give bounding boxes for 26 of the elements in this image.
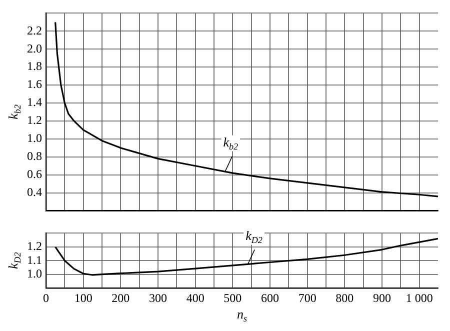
x-tick-label: 900 bbox=[373, 291, 391, 306]
y-tick-label: 1.8 bbox=[27, 59, 42, 74]
y-tick-label: 1.0 bbox=[27, 131, 42, 146]
y-tick-label: 1.1 bbox=[27, 252, 42, 267]
y-tick-label: 0.6 bbox=[27, 167, 42, 182]
y-tick-label: 0.8 bbox=[27, 149, 42, 164]
y-axis-title: kb2 bbox=[5, 104, 22, 120]
y-tick-label: 1.6 bbox=[27, 77, 42, 92]
y-tick-label: 1.4 bbox=[27, 95, 42, 110]
x-tick-label: 100 bbox=[74, 291, 92, 306]
y-tick-label: 1.0 bbox=[27, 266, 42, 280]
x-tick-label: 800 bbox=[336, 291, 354, 306]
y-tick-label: 2.2 bbox=[27, 23, 42, 38]
y-tick-label: 2.0 bbox=[27, 41, 42, 56]
x-tick-label: 0 bbox=[43, 291, 49, 306]
y-tick-label: 1.2 bbox=[27, 113, 42, 128]
x-tick-label: 1 000 bbox=[406, 291, 433, 306]
x-tick-label: 400 bbox=[186, 291, 204, 306]
x-tick-label: 500 bbox=[224, 291, 242, 306]
x-tick-label: 200 bbox=[112, 291, 130, 306]
x-tick-label: 300 bbox=[149, 291, 167, 306]
x-tick-label: 700 bbox=[298, 291, 316, 306]
x-tick-label: 600 bbox=[261, 291, 279, 306]
y-tick-label: 1.2 bbox=[27, 239, 42, 254]
y-axis-title: kD2 bbox=[5, 252, 22, 270]
y-tick-label: 0.4 bbox=[27, 184, 42, 199]
